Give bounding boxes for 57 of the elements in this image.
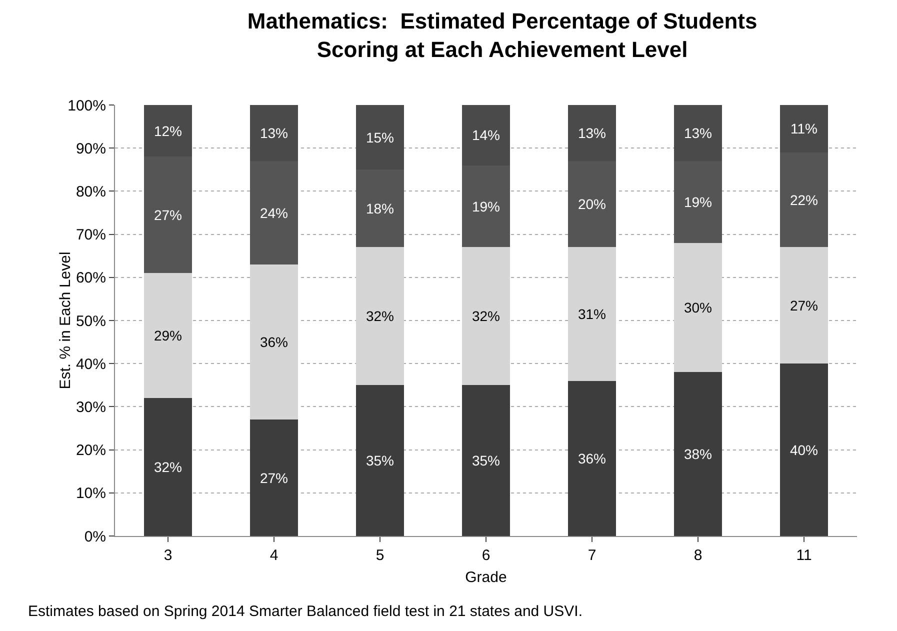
data-label: 30% [684, 300, 712, 316]
y-tick-label: 40% [76, 356, 106, 373]
x-tick-label: 5 [376, 547, 384, 564]
y-tick-label: 60% [76, 270, 106, 287]
data-label: 38% [684, 446, 712, 462]
y-axis-title: Est. % in Each Level [56, 252, 74, 390]
bar [250, 264, 298, 420]
data-label: 24% [260, 204, 288, 221]
x-tick-label: 3 [164, 547, 172, 564]
data-label: 13% [260, 125, 288, 142]
x-tick-label: 8 [694, 547, 702, 564]
bar [144, 273, 192, 398]
bar [780, 247, 828, 364]
text: Estimates based on Spring 2014 Smarter Balanced field test in 21 states and USVI. [28, 603, 582, 620]
data-label: 36% [260, 334, 288, 350]
data-label: 18% [366, 200, 394, 216]
data-label: 32% [472, 308, 500, 324]
data-label: 19% [684, 194, 712, 210]
data-label: 12% [154, 122, 182, 139]
data-label: 15% [366, 129, 394, 146]
data-label: 27% [260, 470, 288, 486]
bar [674, 242, 722, 372]
data-label: 13% [578, 125, 606, 142]
data-label: 14% [472, 127, 500, 144]
data-label: 32% [366, 308, 394, 324]
y-tick-label: 50% [76, 312, 106, 330]
y-tick-label: 70% [76, 226, 106, 244]
y-tick-label: 20% [76, 442, 106, 460]
data-label: 11% [790, 120, 818, 137]
data-label: 22% [790, 192, 818, 208]
bar [462, 247, 510, 386]
data-label: 19% [472, 198, 500, 214]
y-tick-label: 0% [84, 528, 106, 546]
bar [568, 247, 616, 381]
data-label: 36% [578, 450, 606, 466]
chart-title: Mathematics: Estimated Percentage of Students Scoring at Each Achievement Level [247, 8, 758, 62]
x-axis-title: Grade [465, 569, 507, 586]
data-label: 40% [790, 442, 818, 458]
y-tick-label: 90% [76, 140, 106, 158]
data-label: 35% [366, 452, 394, 469]
data-label: 35% [472, 452, 500, 469]
data-label: 32% [154, 459, 182, 476]
bar [356, 247, 404, 386]
y-tick-label: 100% [68, 97, 106, 114]
data-label: 13% [684, 125, 712, 142]
x-tick-label: 11 [796, 547, 812, 564]
x-tick-label: 6 [482, 547, 490, 564]
data-label: 29% [154, 328, 182, 344]
y-tick-label: 10% [76, 485, 106, 502]
y-tick-label: 30% [76, 398, 106, 416]
x-tick-label: 4 [270, 547, 278, 564]
data-label: 20% [578, 196, 606, 212]
data-label: 31% [578, 306, 606, 322]
y-tick-label: 80% [76, 183, 106, 200]
data-label: 27% [154, 206, 182, 223]
data-label: 27% [790, 297, 818, 314]
x-tick-label: 7 [588, 547, 596, 564]
